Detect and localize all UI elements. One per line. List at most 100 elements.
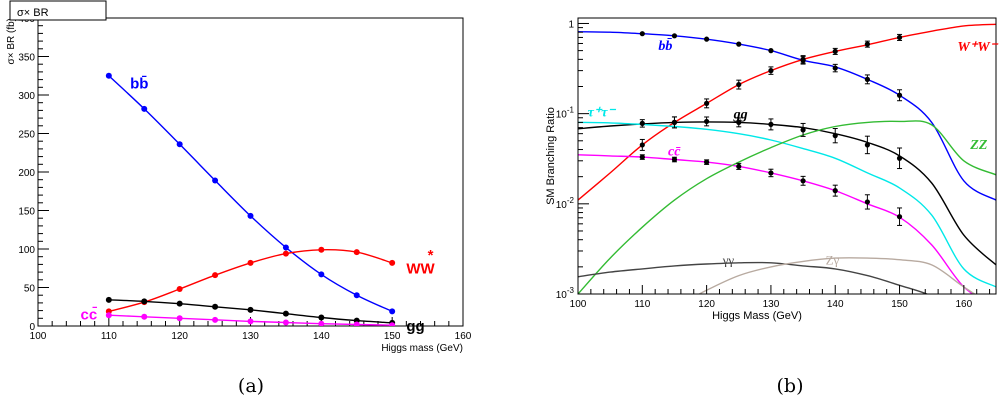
data-point-cc-b — [736, 163, 742, 170]
x-tick-label-a: 150 — [384, 331, 401, 342]
data-point-bb-b — [671, 33, 678, 39]
series-label-b: gg — [733, 108, 748, 123]
y-tick-exp-b: -3 — [567, 286, 575, 295]
caption-b: (b) — [777, 375, 804, 397]
data-point-cc-b — [671, 156, 678, 163]
series-label-a: gg — [406, 318, 424, 335]
y-tick-base-b: 1 — [568, 19, 574, 30]
data-point-cc-a — [318, 320, 325, 326]
data-point-ww-a — [389, 259, 396, 266]
data-point-w-w-b — [639, 142, 645, 148]
data-point-bb-b — [768, 48, 774, 54]
plot-frame-a — [37, 17, 464, 327]
caption-a: (a) — [238, 375, 264, 397]
series-line-z-b — [697, 257, 976, 294]
data-point-cc-b — [768, 170, 774, 176]
data-point-gg-b — [671, 119, 678, 125]
data-point-bb-b — [864, 76, 870, 82]
data-point-w-w-b — [736, 81, 742, 88]
series-label-a: bb̄ — [130, 75, 148, 93]
y-tick-label-a: 100 — [18, 245, 35, 256]
data-point-ww-a — [212, 272, 219, 279]
data-point-bb-a — [282, 244, 289, 251]
y-tick-label-a: 50 — [24, 284, 36, 295]
data-point-gg-b — [704, 118, 710, 125]
series-line-bb-b — [578, 31, 996, 201]
series-line-gg-b — [578, 121, 996, 266]
data-point-w-w-b — [832, 48, 838, 55]
y-tick-label-b: 10-2 — [556, 196, 575, 211]
x-tick-label-b: 130 — [763, 299, 780, 310]
data-point-cc-b — [832, 188, 838, 194]
data-point-gg-a — [282, 310, 289, 317]
series-line-w-w-b — [578, 23, 996, 201]
x-tick-label-a: 120 — [171, 331, 188, 342]
data-point-cc-a — [353, 321, 360, 326]
data-point-ww-a — [353, 249, 360, 256]
series-label-a: WW — [406, 260, 435, 277]
data-point-w-w-b — [800, 56, 806, 62]
data-point-gg-a — [105, 296, 112, 303]
series-label-b: γγ — [722, 253, 735, 268]
panel-b: 100 110 120 130 140 150 16010-310-210-11Higgs … — [545, 17, 999, 322]
y-axis-title-a: σ× BR (fb) — [6, 18, 17, 64]
series-label-a: * — [428, 247, 434, 264]
series-line-zz-b — [578, 120, 996, 294]
x-axis-title-b: Higgs Mass (GeV) — [712, 310, 802, 322]
data-point-cc-b — [896, 214, 903, 220]
y-tick-base-b: 10 — [556, 110, 568, 121]
data-point-bb-a — [353, 292, 360, 299]
title-box-a — [9, 0, 107, 21]
x-tick-label-a: 130 — [242, 331, 259, 342]
y-tick-label-b: 10-1 — [556, 106, 575, 121]
y-tick-exp-b: -1 — [567, 106, 575, 115]
y-tick-label-a: 300 — [18, 91, 35, 102]
data-point-bb-b — [896, 92, 903, 98]
data-point-ww-a — [318, 246, 325, 253]
x-tick-label-a: 140 — [313, 331, 330, 342]
chart-title-a: σ× BR — [17, 7, 49, 19]
data-point-bb-b — [639, 31, 645, 37]
series-label-a: cc̄ — [81, 306, 98, 324]
data-point-ww-a — [282, 250, 289, 257]
x-tick-label-b: 120 — [698, 299, 715, 310]
y-tick-label-b: 10-3 — [556, 286, 575, 301]
data-point-gg-b — [864, 142, 870, 148]
y-tick-base-b: 10 — [556, 290, 568, 301]
series-layer-b — [578, 23, 996, 294]
y-tick-label-b: 1 — [568, 19, 574, 30]
data-point-cc-a — [105, 312, 112, 319]
y-tick-label-a: 250 — [18, 130, 35, 141]
data-point-gg-b — [896, 155, 903, 161]
panel-a: 100 110 120 130 140 150 160 0 50 100 150 200 250 300 3… — [6, 0, 472, 354]
data-point-bb-a — [105, 72, 112, 79]
x-tick-label-b: 160 — [956, 299, 973, 310]
data-point-bb-a — [141, 105, 148, 112]
x-tick-label-b: 140 — [827, 299, 844, 310]
data-point-cc-a — [141, 313, 148, 320]
data-point-bb-b — [832, 65, 838, 71]
y-tick-label-a: 0 — [29, 322, 35, 333]
data-point-bb-a — [318, 271, 325, 278]
data-point-bb-a — [389, 308, 396, 315]
data-point-bb-a — [247, 212, 254, 219]
data-point-cc-a — [282, 319, 289, 326]
x-tick-label-a: 160 — [455, 331, 472, 342]
data-point-cc-b — [639, 154, 645, 160]
x-axis-title-a: Higgs mass (GeV) — [381, 343, 463, 354]
series-label-b: Zγ — [826, 253, 840, 268]
data-point-gg-b — [736, 119, 742, 125]
data-point-cc-a — [389, 322, 396, 326]
series-label-b: ZZ — [969, 138, 988, 153]
data-point-cc-a — [212, 316, 219, 323]
data-point-gg-b — [768, 121, 774, 127]
series-layer-a — [105, 72, 396, 326]
data-point-ww-a — [176, 286, 183, 293]
data-point-gg-b — [800, 127, 806, 133]
data-point-cc-a — [176, 315, 183, 322]
series-label-b: cc̄ — [668, 145, 681, 160]
data-point-bb-b — [704, 36, 710, 42]
x-tick-label-a: 110 — [101, 331, 117, 342]
data-point-bb-a — [212, 177, 219, 184]
series-line-cc-b — [578, 154, 974, 294]
